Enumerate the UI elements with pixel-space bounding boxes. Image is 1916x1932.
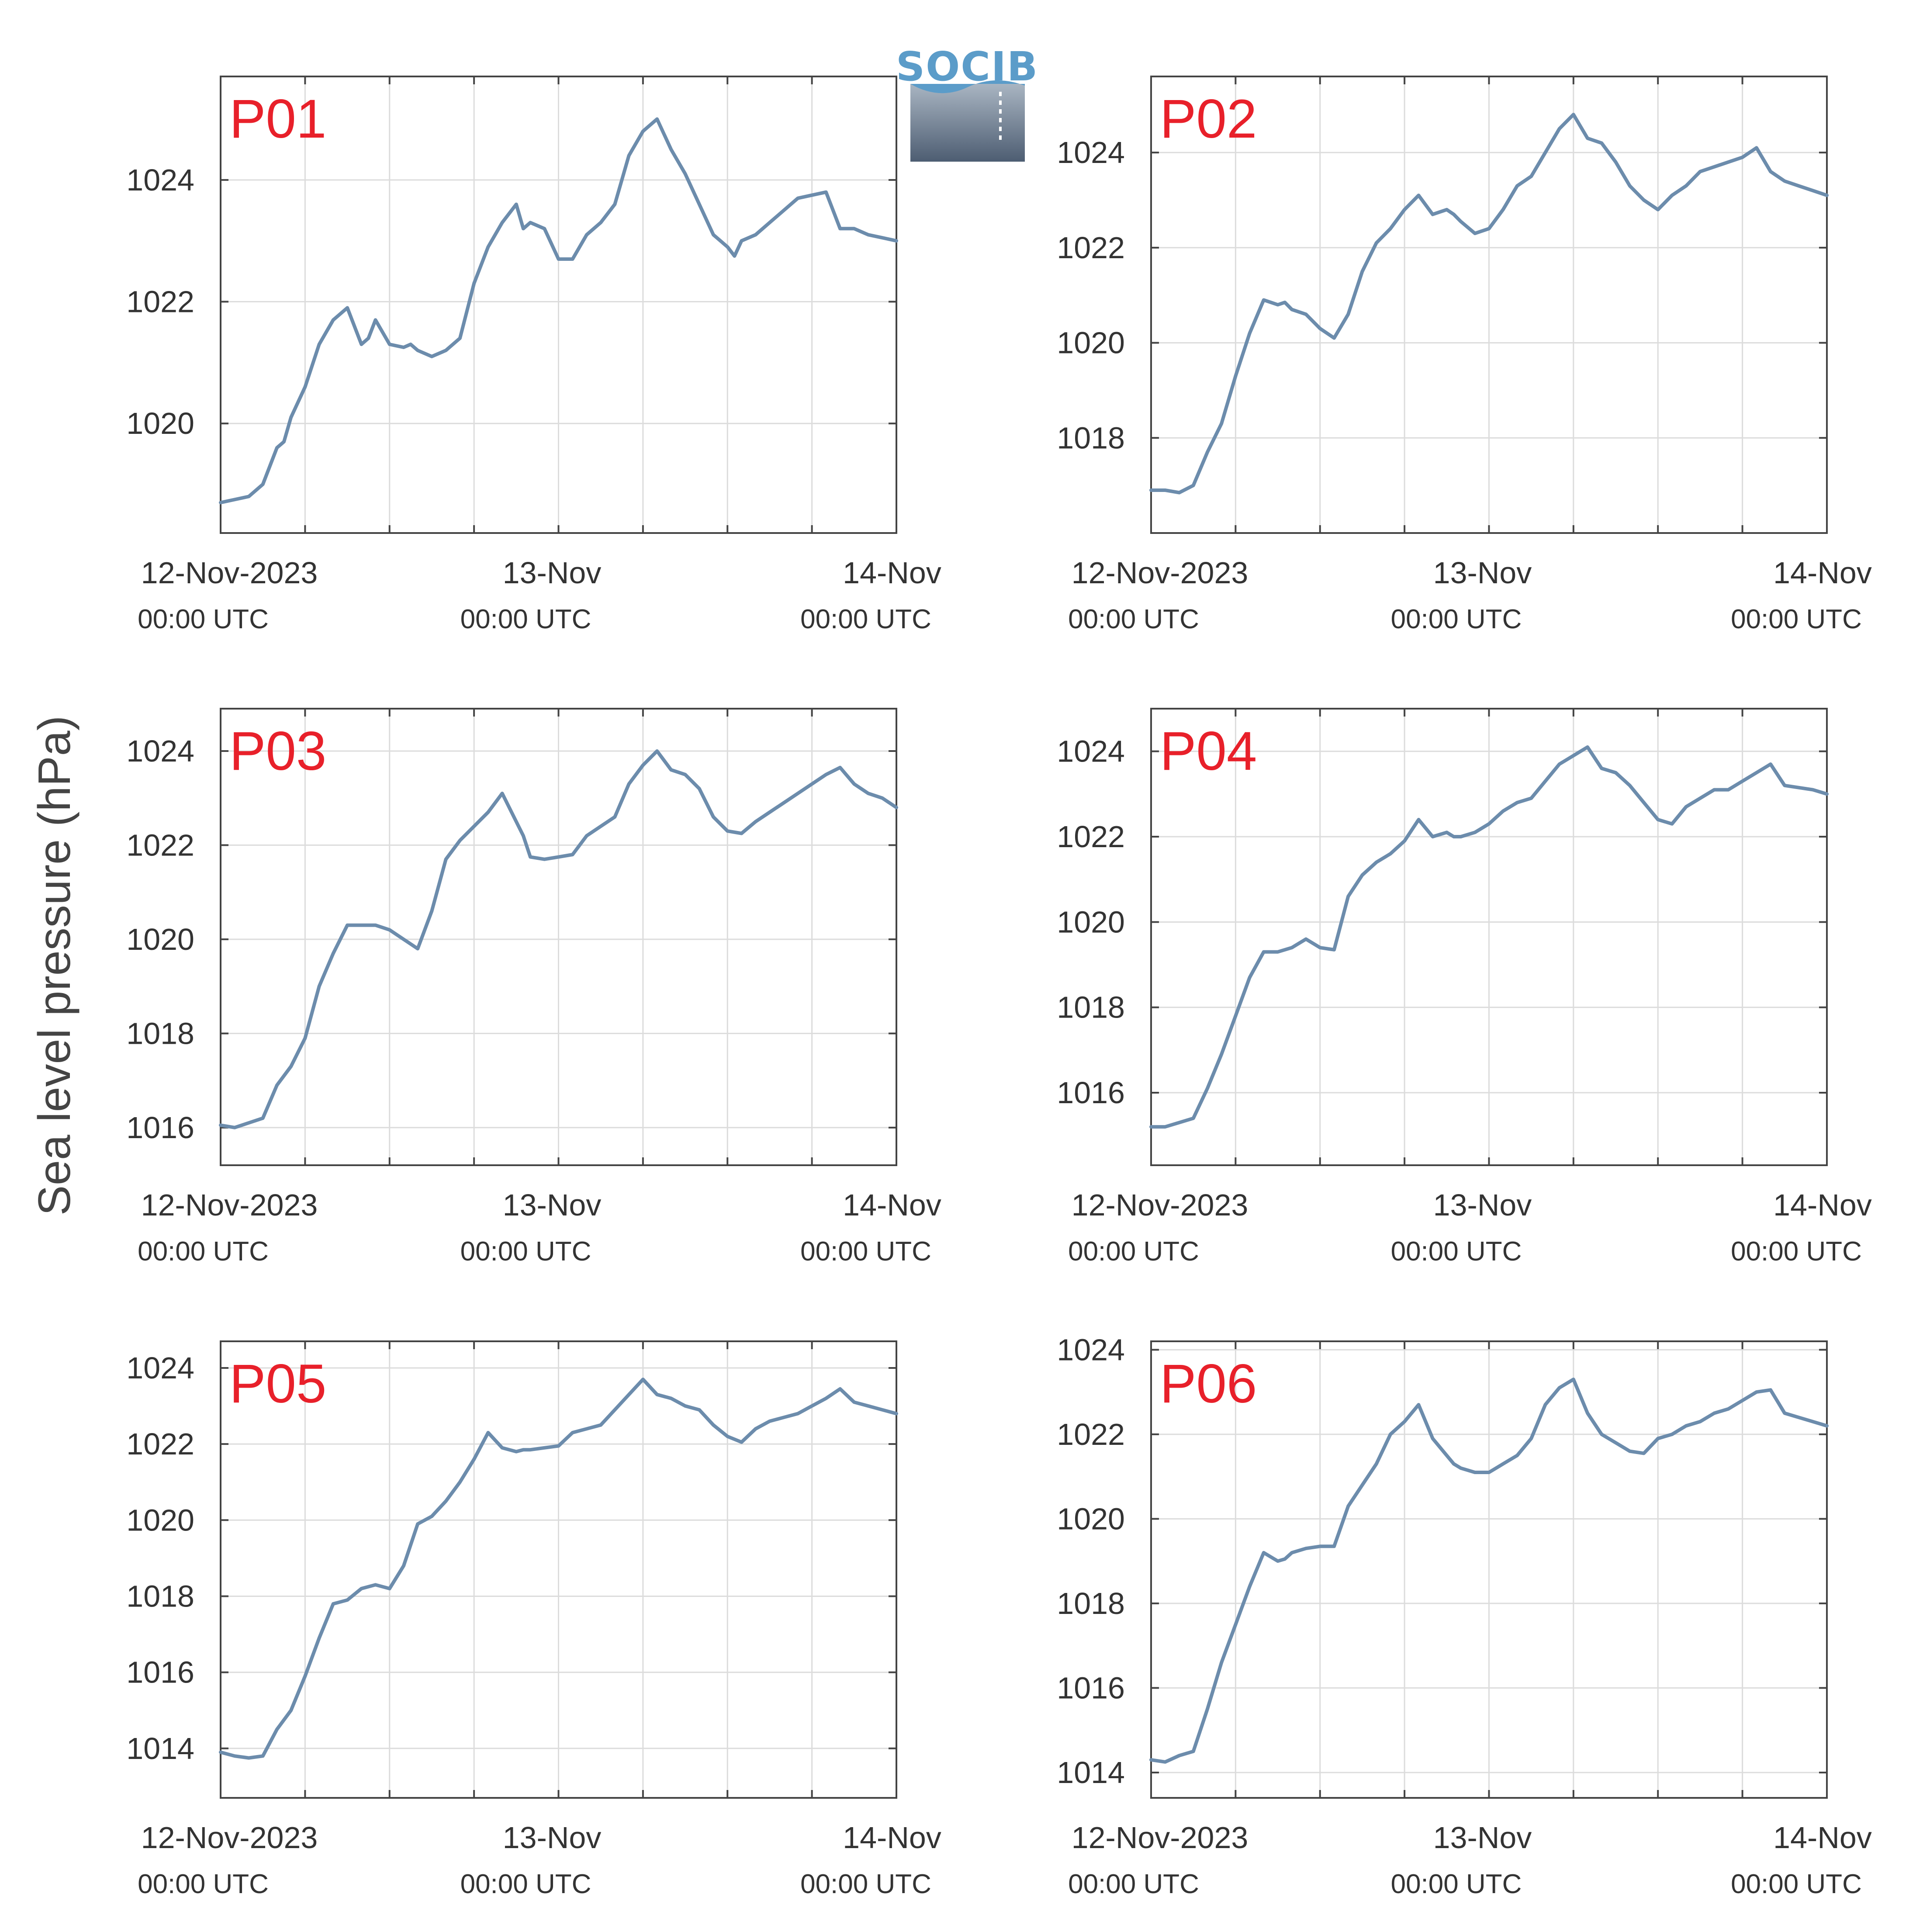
x-tick-time-label: 00:00 UTC	[800, 1869, 931, 1899]
y-tick-label: 1020	[1057, 905, 1125, 939]
chart-panel-1: 1020 1022 1024 12-Nov-2023 00:00 UTC 13-Nov 00…	[126, 76, 941, 634]
x-tick-label: 14-Nov	[843, 1188, 941, 1222]
pressure-series-line	[1149, 113, 1829, 495]
x-tick-time-label: 00:00 UTC	[1731, 1869, 1862, 1899]
x-tick-time-label: 00:00 UTC	[1391, 604, 1522, 634]
x-tick-label: 12-Nov-2023	[1072, 556, 1249, 590]
chart-panel-3: 1016 1018 1020 1022 1024 12-Nov-2023 00:00 UTC…	[126, 708, 941, 1267]
y-tick-label: 1024	[1057, 135, 1125, 170]
y-tick-label: 1024	[1057, 1333, 1125, 1367]
x-tick-label: 13-Nov	[1433, 1821, 1532, 1855]
chart-panel-6: 1014 1016 1018 1020 1022 1024 12-Nov-2023 00:00…	[1057, 1333, 1872, 1899]
x-tick-label: 13-Nov	[503, 556, 602, 590]
x-tick-label: 13-Nov	[503, 1821, 602, 1855]
x-tick-label: 12-Nov-2023	[141, 1188, 318, 1222]
y-tick-label: 1016	[1057, 1671, 1125, 1705]
pressure-series-line	[1149, 745, 1829, 1129]
y-tick-label: 1022	[1057, 820, 1125, 854]
x-tick-time-label: 00:00 UTC	[1068, 604, 1199, 634]
x-tick-label: 14-Nov	[843, 556, 941, 590]
y-tick-label: 1020	[1057, 326, 1125, 360]
y-tick-label: 1016	[126, 1655, 194, 1690]
panel-title: P05	[229, 1354, 326, 1414]
x-tick-time-label: 00:00 UTC	[138, 604, 269, 634]
x-tick-time-label: 00:00 UTC	[1068, 1869, 1199, 1899]
pressure-series-line	[1149, 1378, 1829, 1764]
y-tick-label: 1014	[126, 1731, 194, 1766]
y-tick-label: 1016	[126, 1111, 194, 1145]
pressure-series-line	[219, 117, 898, 505]
x-tick-time-label: 00:00 UTC	[460, 1869, 591, 1899]
socib-logo-text: SOCIB	[896, 43, 1038, 90]
panel-title: P06	[1160, 1354, 1257, 1414]
chart-panel-4: 1016 1018 1020 1022 1024 12-Nov-2023 00:00 UTC…	[1057, 708, 1872, 1267]
x-tick-time-label: 00:00 UTC	[800, 604, 931, 634]
x-tick-time-label: 00:00 UTC	[138, 1236, 269, 1267]
y-tick-label: 1024	[1057, 734, 1125, 769]
y-tick-label: 1022	[126, 1427, 194, 1461]
pressure-series-line	[219, 749, 898, 1129]
y-tick-label: 1018	[1057, 421, 1125, 455]
logo-gradient-block	[910, 84, 1025, 162]
x-tick-label: 12-Nov-2023	[141, 556, 318, 590]
y-tick-label: 1020	[126, 406, 194, 440]
y-tick-label: 1018	[1057, 990, 1125, 1025]
x-tick-time-label: 00:00 UTC	[1731, 1236, 1862, 1267]
x-tick-time-label: 00:00 UTC	[1731, 604, 1862, 634]
y-tick-label: 1018	[1057, 1586, 1125, 1620]
x-tick-time-label: 00:00 UTC	[138, 1869, 269, 1899]
x-tick-time-label: 00:00 UTC	[800, 1236, 931, 1267]
pressure-series-line	[219, 1378, 898, 1760]
x-tick-label: 12-Nov-2023	[1072, 1821, 1249, 1855]
x-tick-label: 13-Nov	[1433, 556, 1532, 590]
logo-wave	[910, 80, 1025, 93]
y-tick-label: 1020	[1057, 1502, 1125, 1536]
chart-panel-2: 1018 1020 1022 1024 12-Nov-2023 00:00 UTC 13-N…	[1057, 76, 1872, 634]
x-tick-time-label: 00:00 UTC	[1391, 1869, 1522, 1899]
x-tick-time-label: 00:00 UTC	[460, 1236, 591, 1267]
y-tick-label: 1022	[1057, 1417, 1125, 1451]
x-tick-label: 13-Nov	[1433, 1188, 1532, 1222]
panel-title: P03	[229, 721, 326, 782]
y-tick-label: 1020	[126, 1503, 194, 1537]
y-tick-label: 1020	[126, 922, 194, 956]
x-tick-label: 14-Nov	[1773, 1188, 1872, 1222]
y-tick-label: 1024	[126, 1351, 194, 1385]
y-tick-label: 1024	[126, 734, 194, 768]
x-tick-label: 12-Nov-2023	[1072, 1188, 1249, 1222]
x-tick-time-label: 00:00 UTC	[1068, 1236, 1199, 1267]
x-tick-label: 14-Nov	[843, 1821, 941, 1855]
y-tick-label: 1014	[1057, 1755, 1125, 1790]
x-tick-label: 12-Nov-2023	[141, 1821, 318, 1855]
y-tick-label: 1024	[126, 163, 194, 197]
y-tick-label: 1022	[126, 828, 194, 862]
panels: 1020 1022 1024 12-Nov-2023 00:00 UTC 13-Nov 00…	[126, 76, 1872, 1899]
y-tick-label: 1022	[126, 285, 194, 319]
panel-title: P02	[1160, 89, 1257, 149]
y-tick-label: 1022	[1057, 231, 1125, 265]
x-tick-time-label: 00:00 UTC	[1391, 1236, 1522, 1267]
chart-panel-5: 1014 1016 1018 1020 1022 1024 12-Nov-2023 00:00…	[126, 1340, 941, 1899]
y-tick-label: 1018	[126, 1579, 194, 1613]
y-axis-label: Sea level pressure (hPa)	[29, 716, 80, 1216]
socib-logo: SOCIB	[896, 43, 1038, 162]
x-tick-label: 13-Nov	[503, 1188, 602, 1222]
y-tick-label: 1018	[126, 1016, 194, 1050]
panel-title: P04	[1160, 721, 1257, 782]
x-tick-label: 14-Nov	[1773, 556, 1872, 590]
x-tick-label: 14-Nov	[1773, 1821, 1872, 1855]
x-tick-time-label: 00:00 UTC	[460, 604, 591, 634]
y-tick-label: 1016	[1057, 1076, 1125, 1110]
panel-title: P01	[229, 89, 326, 149]
